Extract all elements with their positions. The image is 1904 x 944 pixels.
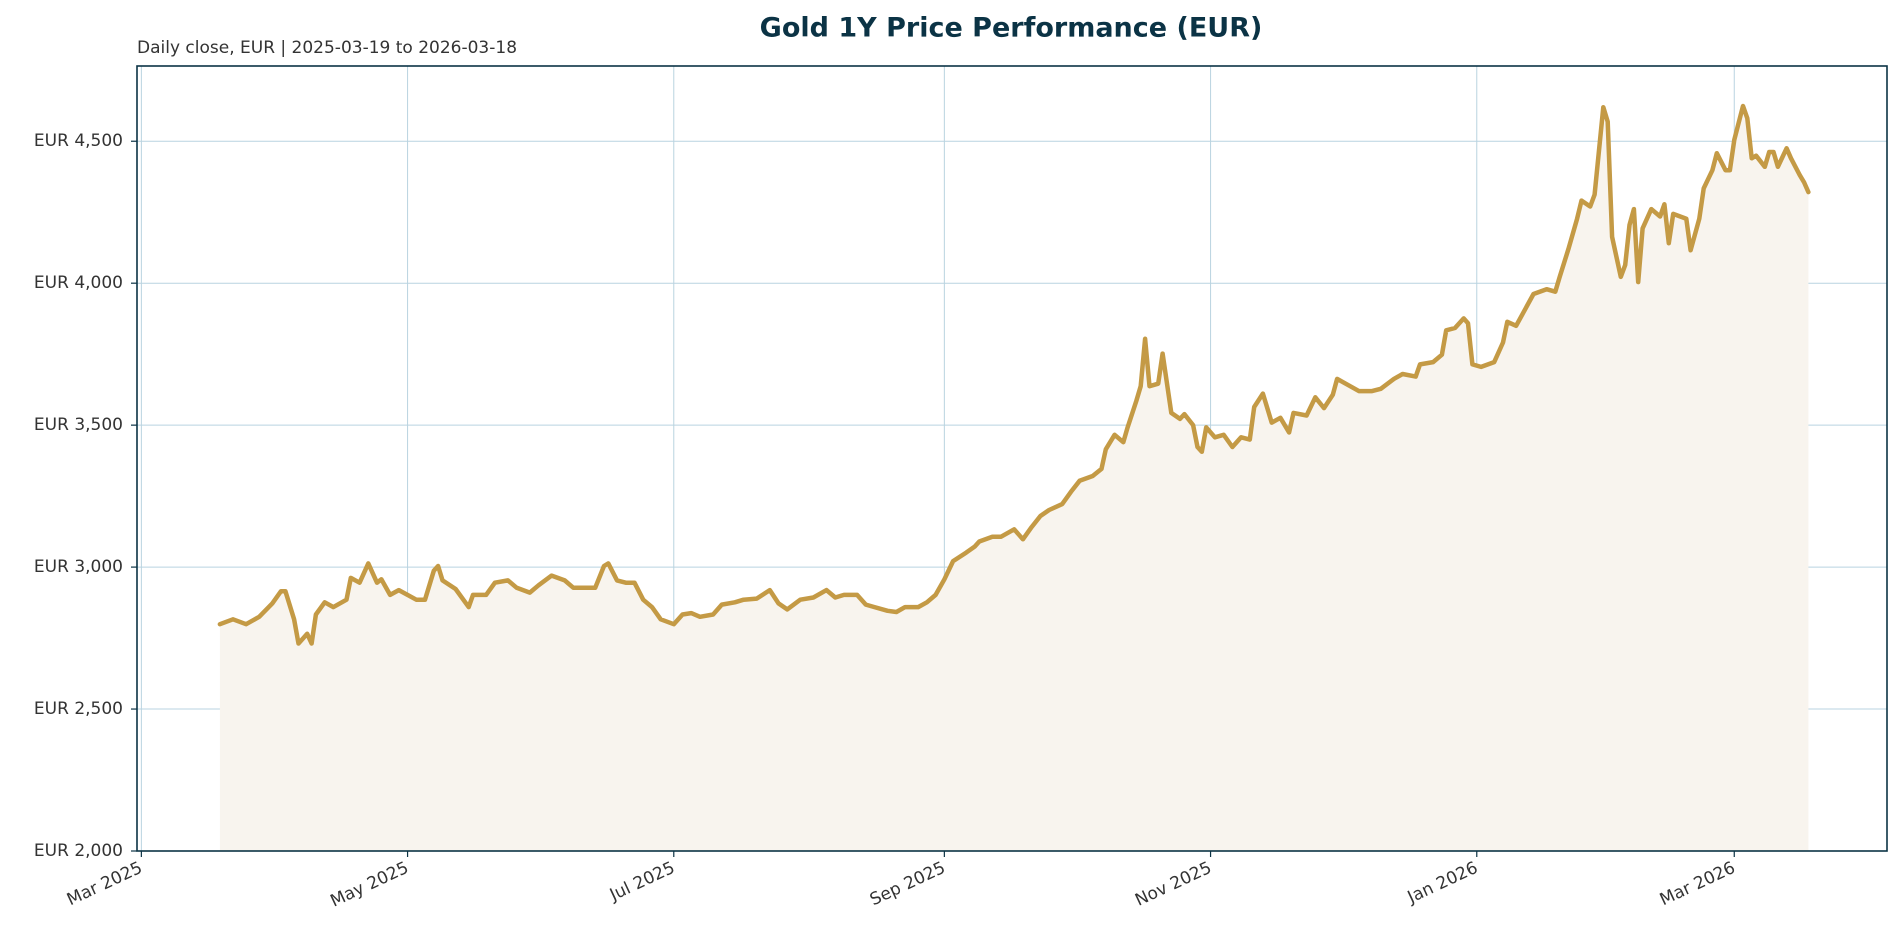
- y-tick-label: EUR 3,000: [34, 557, 123, 577]
- y-tick-label: EUR 4,500: [34, 131, 123, 151]
- x-tick-label: Mar 2026: [1657, 858, 1739, 910]
- y-tick-label: EUR 3,500: [34, 415, 123, 435]
- area: [219, 106, 1809, 851]
- x-tick-label: Jul 2025: [606, 858, 678, 906]
- chart-title: Gold 1Y Price Performance (EUR): [760, 13, 1263, 44]
- price-line: [217, 103, 1811, 646]
- x-tick-label: Jan 2026: [1404, 858, 1481, 908]
- plot-frame: [136, 65, 1888, 852]
- x-tick-label: Mar 2025: [64, 858, 146, 910]
- chart-subtitle: Daily close, EUR | 2025-03-19 to 2026-03…: [137, 38, 517, 58]
- y-tick-label: EUR 2,500: [34, 699, 123, 719]
- y-tick-label: EUR 2,000: [34, 841, 123, 861]
- y-tick-label: EUR 4,000: [34, 273, 123, 293]
- x-tick-label: Sep 2025: [867, 858, 949, 910]
- x-tick-label: May 2025: [327, 858, 411, 912]
- x-tick-label: Nov 2025: [1132, 858, 1215, 911]
